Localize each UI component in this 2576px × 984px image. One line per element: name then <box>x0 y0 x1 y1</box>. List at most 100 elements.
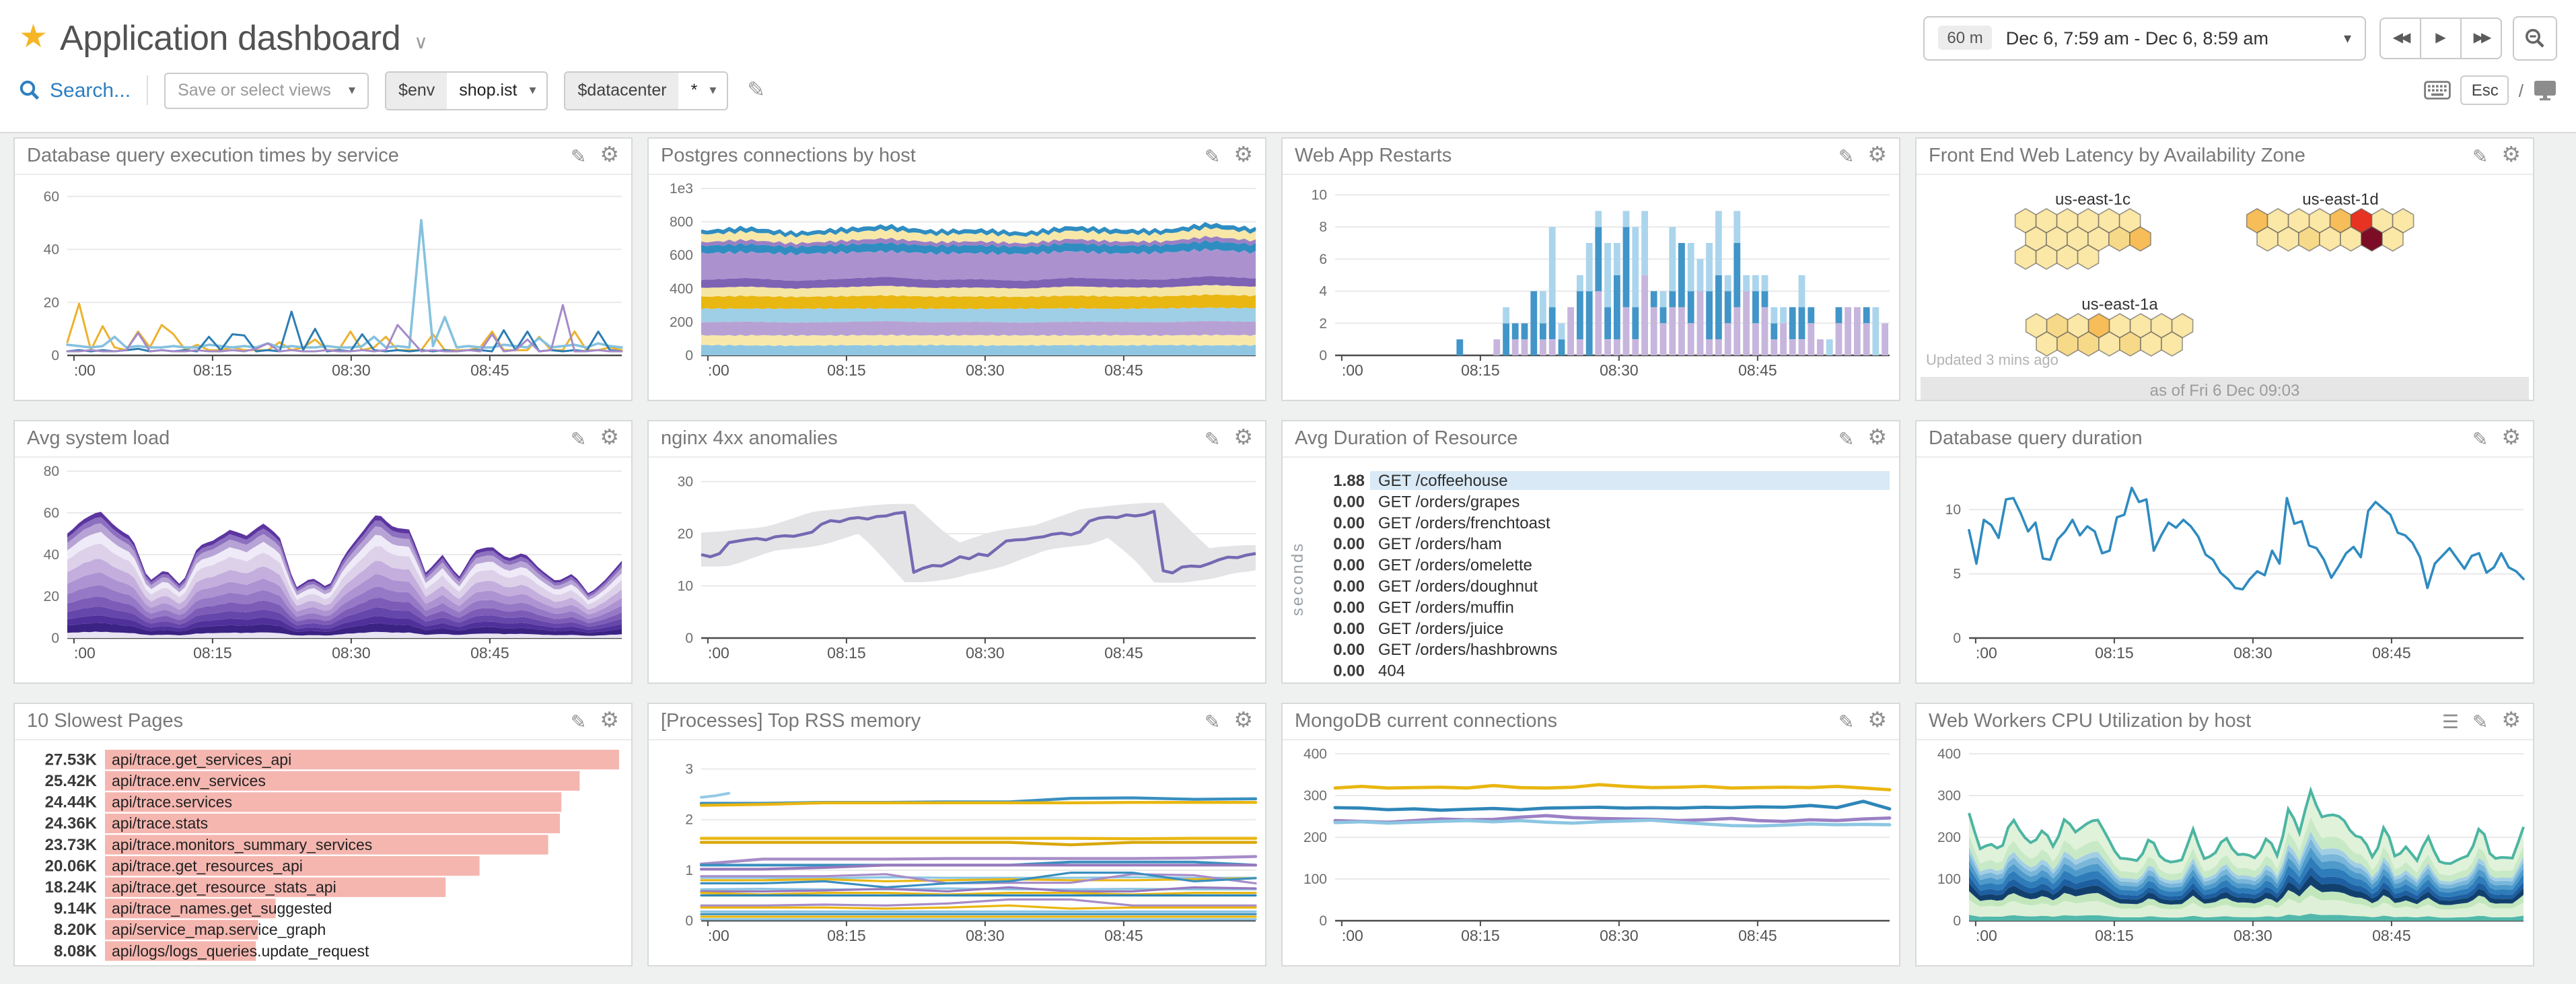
title-chevron-down-icon[interactable]: ∨ <box>414 30 428 52</box>
zoom-out-button[interactable] <box>2513 15 2557 60</box>
time-back-button[interactable]: ◀◀ <box>2380 17 2421 59</box>
widget-avg-duration-of-resource[interactable]: Avg Duration of Resource ✎ ⚙ seconds 1.88 GET… <box>1281 420 1900 684</box>
favorite-star-icon[interactable]: ★ <box>19 19 48 55</box>
hexagon-cell[interactable] <box>2077 331 2100 357</box>
hexagon-cell[interactable] <box>2129 226 2151 252</box>
hexagon-cell[interactable] <box>2161 331 2183 357</box>
esc-key-badge[interactable]: Esc <box>2460 75 2509 105</box>
chart-canvas[interactable]: 0 1 2 3:00 08:15 08:30 08:45 <box>653 743 1261 961</box>
toplist-row-label[interactable]: 404 <box>1378 662 1405 680</box>
gear-icon[interactable]: ⚙ <box>1233 427 1253 450</box>
edit-variables-pencil-icon[interactable]: ✎ <box>747 79 766 102</box>
hexagon-cell[interactable] <box>2077 244 2100 270</box>
gear-icon[interactable]: ⚙ <box>2501 144 2521 167</box>
chart-canvas[interactable]: 0 2 4 6 8 10:00 08:15 08:30 08:45 <box>1287 178 1895 396</box>
hexagon-cell[interactable] <box>2108 226 2131 252</box>
datacenter-template-variable[interactable]: $datacenter * ▾ <box>564 71 729 110</box>
widget-nginx-4xx-anomalies[interactable]: nginx 4xx anomalies ✎ ⚙ 0 10 20 30:00 08:15 08:3… <box>647 420 1266 684</box>
time-range-picker[interactable]: 60 m Dec 6, 7:59 am - Dec 6, 8:59 am ▾ <box>1923 15 2366 60</box>
hexagon-cell[interactable] <box>2298 226 2320 252</box>
gear-icon[interactable]: ⚙ <box>2501 427 2521 450</box>
list-icon[interactable]: ☰ <box>2441 711 2459 732</box>
barlist-row-label[interactable]: api/trace.stats <box>112 814 208 832</box>
pencil-icon[interactable]: ✎ <box>1838 428 1855 450</box>
gear-icon[interactable]: ⚙ <box>2501 709 2521 732</box>
widget-processes-top-rss-memory[interactable]: [Processes] Top RSS memory ✎ ⚙ 0 1 2 3:00 08:15… <box>647 703 1266 967</box>
hexagon-cell[interactable] <box>2035 244 2058 270</box>
keyboard-icon[interactable] <box>2424 81 2452 100</box>
hexagon-cell[interactable] <box>2056 244 2079 270</box>
fullscreen-monitor-icon[interactable] <box>2533 79 2557 101</box>
hexagon-cell[interactable] <box>2340 226 2362 252</box>
barlist-row-label[interactable]: api/trace_names.get_suggested <box>112 900 332 917</box>
barlist-row-label[interactable]: api/service_map.service_graph <box>112 921 326 938</box>
gear-icon[interactable]: ⚙ <box>600 144 619 167</box>
gear-icon[interactable]: ⚙ <box>600 427 619 450</box>
time-play-button[interactable]: ▶ <box>2420 17 2462 59</box>
chart-canvas[interactable]: 0 100 200 300 400:00 08:15 08:30 08:45 <box>1921 743 2529 961</box>
chart-canvas[interactable]: 0 100 200 300 400:00 08:15 08:30 08:45 <box>1287 743 1895 961</box>
chart-canvas[interactable]: 0 20 40 60 80:00 08:15 08:30 08:45 <box>19 460 627 678</box>
env-template-variable[interactable]: $env shop.ist ▾ <box>385 71 548 110</box>
toplist-row-label[interactable]: GET /orders/doughnut <box>1378 577 1538 596</box>
widget-web-workers-cpu-utilization-by-host[interactable]: Web Workers CPU Utilization by host ☰ ✎ ⚙ 0 1… <box>1915 703 2534 967</box>
pencil-icon[interactable]: ✎ <box>570 428 587 450</box>
pencil-icon[interactable]: ✎ <box>570 145 587 167</box>
pencil-icon[interactable]: ✎ <box>570 711 587 732</box>
widget-database-query-duration[interactable]: Database query duration ✎ ⚙ 0 5 10:00 08:15 08:… <box>1915 420 2534 684</box>
chart-canvas[interactable]: 0 5 10:00 08:15 08:30 08:45 <box>1921 460 2529 678</box>
time-forward-button[interactable]: ▶▶ <box>2460 17 2502 59</box>
hexagon-cell[interactable] <box>2014 244 2037 270</box>
gear-icon[interactable]: ⚙ <box>1233 709 1253 732</box>
pencil-icon[interactable]: ✎ <box>1204 428 1221 450</box>
widget-avg-system-load[interactable]: Avg system load ✎ ⚙ 0 20 40 60 80:00 08:15 08:30 0… <box>13 420 633 684</box>
barlist-row-label[interactable]: api/trace.monitors_summary_services <box>112 836 372 853</box>
saved-views-dropdown[interactable]: Save or select views ▾ <box>164 72 369 108</box>
search-control[interactable]: Search... <box>19 79 131 102</box>
widget-mongodb-current-connections[interactable]: MongoDB current connections ✎ ⚙ 0 100 200 300 4… <box>1281 703 1900 967</box>
toplist-row-label[interactable]: GET /orders/hashbrowns <box>1378 641 1557 659</box>
hexagon-cell[interactable] <box>2140 331 2162 357</box>
chart-canvas[interactable]: 0 20 40 60:00 08:15 08:30 08:45 <box>19 178 627 396</box>
toplist-row-label[interactable]: GET /orders/grapes <box>1378 493 1519 511</box>
pencil-icon[interactable]: ✎ <box>2472 145 2489 167</box>
hexagon-cell[interactable] <box>2098 331 2120 357</box>
barlist-row-label[interactable]: api/trace.services <box>112 794 232 811</box>
gear-icon[interactable]: ⚙ <box>1867 709 1887 732</box>
widget-postgres-connections-by-host[interactable]: Postgres connections by host ✎ ⚙ 0 200 400 600… <box>647 137 1266 401</box>
pencil-icon[interactable]: ✎ <box>2472 428 2489 450</box>
barlist-row-label[interactable]: api/trace.get_resource_stats_api <box>112 878 336 896</box>
toplist-row-label[interactable]: GET /orders/ham <box>1378 535 1502 553</box>
widget-front-end-web-latency-by-availability-zone[interactable]: Front End Web Latency by Availability Zo… <box>1915 137 2534 401</box>
gear-icon[interactable]: ⚙ <box>1233 144 1253 167</box>
barlist-row-label[interactable]: api/trace.env_services <box>112 772 266 789</box>
hexagon-cell[interactable] <box>2382 226 2404 252</box>
hexagon-cell[interactable] <box>2119 331 2141 357</box>
pencil-icon[interactable]: ✎ <box>1204 711 1221 732</box>
toplist-row-label[interactable]: GET /orders/muffin <box>1378 598 1514 617</box>
toplist-row-label[interactable]: GET /orders/frenchtoast <box>1378 514 1550 532</box>
hexagon-cell[interactable] <box>2256 226 2279 252</box>
chart-canvas[interactable]: 27.53K api/trace.get_services_api 25.42K ap… <box>19 743 627 961</box>
pencil-icon[interactable]: ✎ <box>1838 145 1855 167</box>
widget-database-query-execution-times-by-service[interactable]: Database query execution times by servic… <box>13 137 633 401</box>
pencil-icon[interactable]: ✎ <box>2472 711 2489 732</box>
pencil-icon[interactable]: ✎ <box>1838 711 1855 732</box>
toplist-row-label[interactable]: GET /coffeehouse <box>1378 472 1508 490</box>
pencil-icon[interactable]: ✎ <box>1204 145 1221 167</box>
hexagon-cell[interactable] <box>2056 331 2079 357</box>
gear-icon[interactable]: ⚙ <box>600 709 619 732</box>
chart-canvas[interactable]: seconds 1.88 GET /coffeehouse 0.00 GET /orde… <box>1287 460 1895 680</box>
toplist-row-label[interactable]: GET /orders/omelette <box>1378 557 1532 575</box>
barlist-row-label[interactable]: api/logs/logs_queries.update_request <box>112 942 369 960</box>
widget-web-app-restarts[interactable]: Web App Restarts ✎ ⚙ 0 2 4 6 8 10:00 08:15 08:30 08… <box>1281 137 1900 401</box>
chart-canvas[interactable]: us-east-1c us-east-1d us-east-1a Updated 3 … <box>1921 178 2529 369</box>
barlist-row-label[interactable]: api/trace.get_services_api <box>112 750 291 768</box>
chart-canvas[interactable]: 0 10 20 30:00 08:15 08:30 08:45 <box>653 460 1261 678</box>
hexagon-cell[interactable] <box>2319 226 2341 252</box>
gear-icon[interactable]: ⚙ <box>1867 427 1887 450</box>
hexagon-cell[interactable] <box>2361 226 2383 252</box>
toplist-row-label[interactable]: GET /orders/juice <box>1378 620 1503 638</box>
barlist-row-label[interactable]: api/trace.get_resources_api <box>112 857 303 874</box>
chart-canvas[interactable]: 0 200 400 600 800 1e3:00 08:15 08:30 08:45 <box>653 178 1261 396</box>
